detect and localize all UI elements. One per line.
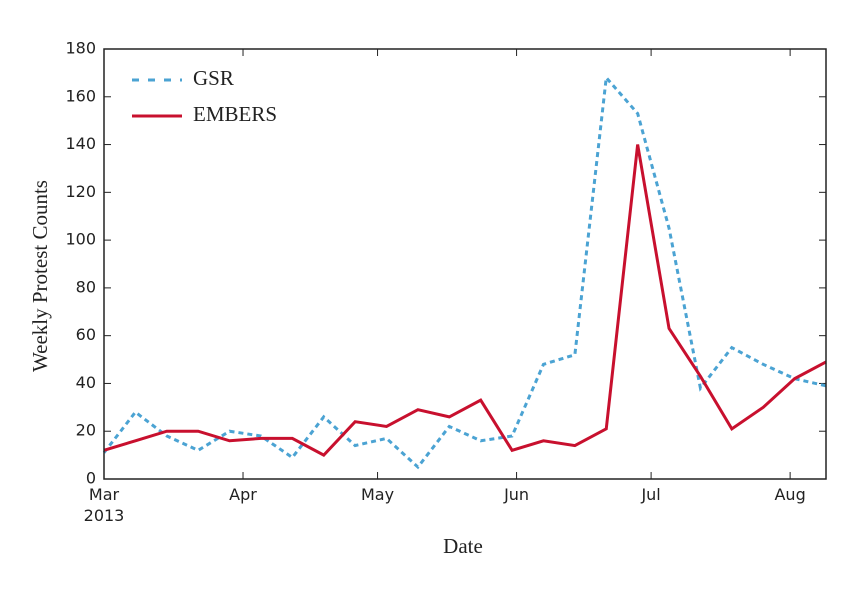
x-axis-label: Date (443, 534, 483, 558)
x-tick-label: Jul (641, 485, 661, 504)
y-axis-label: Weekly Protest Counts (28, 180, 52, 372)
legend-label: EMBERS (193, 102, 277, 126)
data-line (103, 144, 827, 457)
y-tick-label: 100 (65, 230, 96, 249)
plot-frame (103, 48, 827, 480)
y-tick-label: 120 (65, 182, 96, 201)
y-tick-label: 40 (76, 373, 96, 392)
x-tick-label: Jun (504, 485, 530, 504)
legend-label: GSR (193, 66, 234, 90)
y-tick-label: 140 (65, 134, 96, 153)
x-tick-label: May (361, 485, 395, 504)
x-tick-label: Apr (229, 485, 257, 504)
y-tick-label: 160 (65, 86, 96, 105)
y-tick-label: 180 (65, 39, 96, 58)
x-tick-label: Aug (774, 485, 806, 504)
x-tick-label: Mar 2013 (83, 485, 125, 525)
data-line (102, 74, 827, 470)
y-tick-label: 20 (76, 421, 96, 440)
y-tick-label: 60 (76, 325, 96, 344)
y-tick-label: 80 (76, 277, 96, 296)
y-tick-label: 0 (86, 469, 96, 488)
